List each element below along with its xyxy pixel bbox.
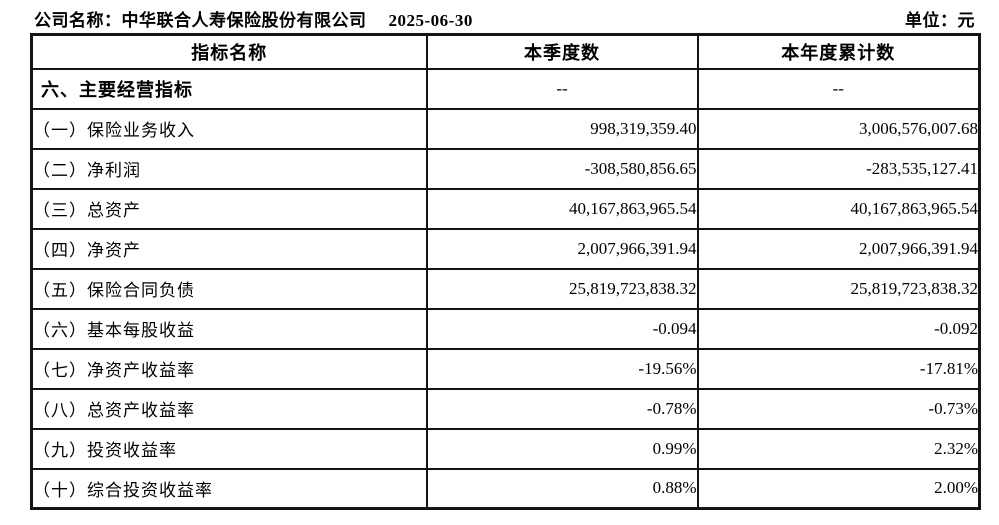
indicator-label: （八）总资产收益率: [30, 387, 428, 430]
quarter-value: 0.88%: [425, 467, 699, 510]
column-header-quarter: 本季度数: [425, 33, 699, 70]
ytd-value: 2.32%: [696, 427, 981, 470]
quarter-value: 998,319,359.40: [425, 107, 699, 150]
table-header-row: 指标名称 本季度数 本年度累计数: [30, 33, 981, 70]
unit-label: 单位：元: [905, 11, 975, 30]
report-date: 2025-06-30: [388, 11, 473, 30]
ytd-value: -17.81%: [696, 347, 981, 390]
ytd-value: 2.00%: [696, 467, 981, 510]
indicator-label: （七）净资产收益率: [30, 347, 428, 390]
quarter-value: 40,167,863,965.54: [425, 187, 699, 230]
indicator-label: （二）净利润: [30, 147, 428, 190]
table-row: （五）保险合同负债 25,819,723,838.32 25,819,723,838…: [30, 267, 981, 310]
table-row: 六、主要经营指标 -- --: [30, 67, 981, 110]
table-body: 六、主要经营指标 -- -- （一）保险业务收入 998,319,359.40 3,006…: [30, 67, 981, 510]
indicator-label: （五）保险合同负债: [30, 267, 428, 310]
table-row: （一）保险业务收入 998,319,359.40 3,006,576,007.68: [30, 107, 981, 150]
indicator-label: （九）投资收益率: [30, 427, 428, 470]
indicator-label: 六、主要经营指标: [30, 67, 428, 110]
ytd-value: 40,167,863,965.54: [696, 187, 981, 230]
indicator-label: （四）净资产: [30, 227, 428, 270]
ytd-value: 3,006,576,007.68: [696, 107, 981, 150]
ytd-value: 25,819,723,838.32: [696, 267, 981, 310]
table-row: （二）净利润 -308,580,856.65 -283,535,127.41: [30, 147, 981, 190]
ytd-value: -0.092: [696, 307, 981, 350]
table-row: （八）总资产收益率 -0.78% -0.73%: [30, 387, 981, 430]
quarter-value: -0.78%: [425, 387, 699, 430]
quarter-value: --: [425, 67, 699, 110]
indicator-label: （六）基本每股收益: [30, 307, 428, 350]
ytd-value: -0.73%: [696, 387, 981, 430]
quarter-value: -0.094: [425, 307, 699, 350]
quarter-value: 0.99%: [425, 427, 699, 470]
company-name: 中华联合人寿保险股份有限公司: [121, 11, 367, 30]
indicator-label: （一）保险业务收入: [30, 107, 428, 150]
table-row: （九）投资收益率 0.99% 2.32%: [30, 427, 981, 470]
table-row: （四）净资产 2,007,966,391.94 2,007,966,391.94: [30, 227, 981, 270]
table-row: （六）基本每股收益 -0.094 -0.092: [30, 307, 981, 350]
indicator-label: （三）总资产: [30, 187, 428, 230]
report-header: 公司名称： 中华联合人寿保险股份有限公司 2025-06-30 单位：元: [34, 6, 975, 31]
ytd-value: --: [696, 67, 981, 110]
table-row: （三）总资产 40,167,863,965.54 40,167,863,965.54: [30, 187, 981, 230]
company-info: 公司名称： 中华联合人寿保险股份有限公司 2025-06-30: [34, 6, 473, 31]
financial-indicators-table: 指标名称 本季度数 本年度累计数 六、主要经营指标 -- -- （一）保险业务收入 99…: [30, 33, 981, 510]
quarter-value: -308,580,856.65: [425, 147, 699, 190]
indicator-label: （十）综合投资收益率: [30, 467, 428, 510]
ytd-value: -283,535,127.41: [696, 147, 981, 190]
quarter-value: -19.56%: [425, 347, 699, 390]
column-header-indicator: 指标名称: [30, 33, 428, 70]
column-header-ytd: 本年度累计数: [696, 33, 981, 70]
quarter-value: 2,007,966,391.94: [425, 227, 699, 270]
company-name-label: 公司名称：: [34, 11, 122, 30]
table-row: （七）净资产收益率 -19.56% -17.81%: [30, 347, 981, 390]
ytd-value: 2,007,966,391.94: [696, 227, 981, 270]
quarter-value: 25,819,723,838.32: [425, 267, 699, 310]
table-row: （十）综合投资收益率 0.88% 2.00%: [30, 467, 981, 510]
